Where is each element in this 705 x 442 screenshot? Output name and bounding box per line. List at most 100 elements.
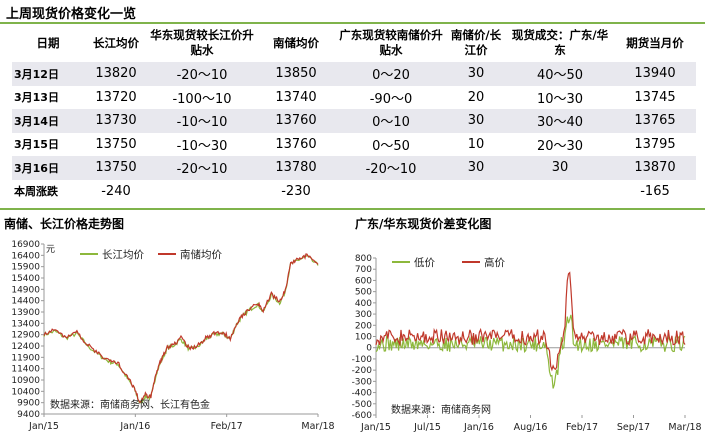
table-header-row: 日期 长江均价 华东现货较长江价升贴水 南储均价 广东现货较南储价升贴水 南储价… xyxy=(12,24,696,62)
table-row: 3月14日 13730 -10～10 13760 0～10 30 30～40 1… xyxy=(12,109,696,133)
y-tick-label: 13900 xyxy=(11,308,40,318)
table-cell: -90～0 xyxy=(336,85,446,109)
table-cell: 13750 xyxy=(84,156,148,180)
y-tick-label: 10400 xyxy=(11,387,40,397)
x-tick-label: Feb/17 xyxy=(211,421,243,432)
header-nanchu-avg: 南储均价 xyxy=(256,24,336,62)
section-divider xyxy=(0,208,705,210)
series-line-2 xyxy=(375,271,686,372)
table-cell: 13780 xyxy=(256,156,336,180)
table-row: 3月15日 13750 -10～30 13760 0～50 10 20～30 1… xyxy=(12,132,696,156)
x-tick-label: Jan/15 xyxy=(28,421,59,432)
header-spot-trading: 现货成交：广东/华东 xyxy=(506,24,614,62)
table-cell: 13850 xyxy=(256,62,336,86)
table-cell: 13760 xyxy=(256,132,336,156)
source-note: 数据来源：南储商务网 xyxy=(391,403,491,416)
x-tick-label: Sep/17 xyxy=(617,422,650,433)
table-cell: 13730 xyxy=(84,109,148,133)
y-tick-label: 11400 xyxy=(11,365,40,375)
y-tick-label: 12900 xyxy=(11,331,40,341)
table-cell: 30 xyxy=(446,62,506,86)
y-tick-label: 15400 xyxy=(11,274,40,284)
y-tick-label: 300 xyxy=(355,310,372,320)
x-tick-label: Jan/15 xyxy=(360,422,391,433)
y-tick-label: 800 xyxy=(355,254,372,264)
y-tick-label: -200 xyxy=(352,366,373,376)
table-cell: 30 xyxy=(506,156,614,180)
header-guangdong-premium: 广东现货较南储价升贴水 xyxy=(336,24,446,62)
table-cell: 3月14日 xyxy=(12,109,84,133)
table-cell: 13740 xyxy=(256,85,336,109)
table-cell: 3月13日 xyxy=(12,85,84,109)
header-date: 日期 xyxy=(12,24,84,62)
price-summary-table: 日期 长江均价 华东现货较长江价升贴水 南储均价 广东现货较南储价升贴水 南储价… xyxy=(12,24,696,203)
x-tick-label: Jan/16 xyxy=(119,421,150,432)
y-tick-label: 700 xyxy=(355,265,372,275)
series-line-1 xyxy=(43,254,319,404)
table-cell: 13720 xyxy=(84,85,148,109)
y-tick-label: -400 xyxy=(352,389,373,399)
table-cell: 3月15日 xyxy=(12,132,84,156)
table-cell: 13750 xyxy=(84,132,148,156)
legend-label: 低价 xyxy=(414,256,435,269)
header-changjiang-avg: 长江均价 xyxy=(84,24,148,62)
y-tick-label: 13400 xyxy=(11,319,40,329)
x-tick-label: Aug/16 xyxy=(514,422,548,433)
unit-label: 元 xyxy=(46,245,55,255)
header-nanchu-vs-changjiang: 南储价/长江价 xyxy=(446,24,506,62)
legend-label: 南储均价 xyxy=(180,248,222,261)
header-huadong-premium: 华东现货较长江价升贴水 xyxy=(148,24,256,62)
x-tick-label: Jul/15 xyxy=(413,422,441,433)
y-tick-label: 200 xyxy=(355,321,372,331)
table-cell: 3月16日 xyxy=(12,156,84,180)
legend-label: 高价 xyxy=(484,256,505,269)
table-cell: -20～10 xyxy=(148,62,256,86)
table-cell: -100～10 xyxy=(148,85,256,109)
table-cell: 13760 xyxy=(256,109,336,133)
table-cell xyxy=(446,179,506,203)
series-line-2 xyxy=(43,253,319,404)
y-tick-label: 14400 xyxy=(11,297,40,307)
x-tick-label: Mar/18 xyxy=(301,421,334,432)
table-summary-row: 本周涨跌 -240 -230 -165 xyxy=(12,179,696,203)
header-futures-price: 期货当月价 xyxy=(614,24,696,62)
table-cell: 13820 xyxy=(84,62,148,86)
y-tick-label: -600 xyxy=(352,411,373,421)
table-cell xyxy=(148,179,256,203)
table-cell: -165 xyxy=(614,179,696,203)
y-tick-label: 16400 xyxy=(11,251,40,261)
y-tick-label: -100 xyxy=(352,355,373,365)
table-cell: 13870 xyxy=(614,156,696,180)
table-cell: 30 xyxy=(446,156,506,180)
left-chart-title: 南储、长江价格走势图 xyxy=(4,217,125,231)
table-cell: 30 xyxy=(446,109,506,133)
y-tick-label: -300 xyxy=(352,377,373,387)
table-cell: -10～30 xyxy=(148,132,256,156)
table-cell: 20 xyxy=(446,85,506,109)
y-tick-label: 9400 xyxy=(17,410,40,420)
page-title: 上周现货价格变化一览 xyxy=(6,7,137,22)
table-cell: 13765 xyxy=(614,109,696,133)
y-tick-label: 11900 xyxy=(11,353,40,363)
y-tick-label: 0 xyxy=(366,344,372,354)
table-cell: 30～40 xyxy=(506,109,614,133)
table-cell xyxy=(336,179,446,203)
table-row: 3月12日 13820 -20～10 13850 0～20 30 40～50 1… xyxy=(12,62,696,86)
y-tick-label: 16900 xyxy=(11,240,40,250)
y-tick-label: 100 xyxy=(355,333,372,343)
series-line-1 xyxy=(375,314,686,389)
y-tick-label: 600 xyxy=(355,276,372,286)
legend-label: 长江均价 xyxy=(102,249,144,261)
page-header: 上周现货价格变化一览 xyxy=(0,0,705,24)
table-row: 3月13日 13720 -100～10 13740 -90～0 20 10～30… xyxy=(12,85,696,109)
x-tick-label: Jan/16 xyxy=(463,422,494,433)
table-cell: 0～20 xyxy=(336,62,446,86)
y-tick-label: 10900 xyxy=(11,376,40,386)
table-cell: 20～30 xyxy=(506,132,614,156)
y-tick-label: 12400 xyxy=(11,342,40,352)
y-tick-label: 400 xyxy=(355,299,372,309)
y-tick-label: 14900 xyxy=(11,285,40,295)
table-cell xyxy=(506,179,614,203)
table-cell: 40～50 xyxy=(506,62,614,86)
y-tick-label: 15900 xyxy=(11,263,40,273)
